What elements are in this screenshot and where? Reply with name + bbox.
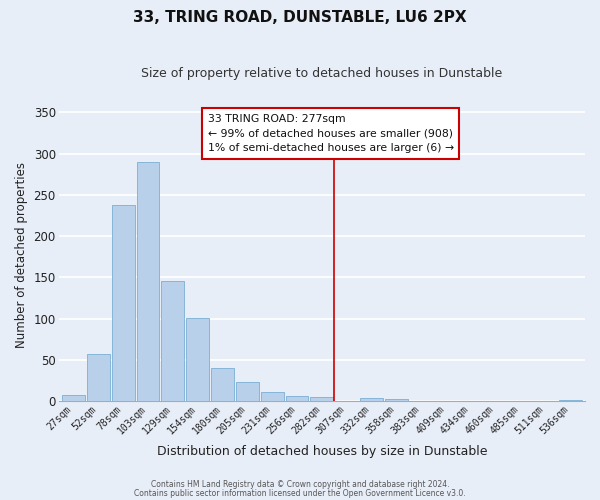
Bar <box>186 318 209 402</box>
Bar <box>385 399 408 402</box>
Bar <box>112 204 134 402</box>
Bar <box>286 396 308 402</box>
Y-axis label: Number of detached properties: Number of detached properties <box>15 162 28 348</box>
X-axis label: Distribution of detached houses by size in Dunstable: Distribution of detached houses by size … <box>157 444 487 458</box>
Bar <box>261 392 284 402</box>
Text: Contains public sector information licensed under the Open Government Licence v3: Contains public sector information licen… <box>134 489 466 498</box>
Title: Size of property relative to detached houses in Dunstable: Size of property relative to detached ho… <box>141 68 502 80</box>
Bar <box>211 368 234 402</box>
Text: 33, TRING ROAD, DUNSTABLE, LU6 2PX: 33, TRING ROAD, DUNSTABLE, LU6 2PX <box>133 10 467 25</box>
Bar <box>310 398 333 402</box>
Bar <box>87 354 110 402</box>
Bar <box>236 382 259 402</box>
Text: 33 TRING ROAD: 277sqm
← 99% of detached houses are smaller (908)
1% of semi-deta: 33 TRING ROAD: 277sqm ← 99% of detached … <box>208 114 454 154</box>
Bar <box>62 395 85 402</box>
Bar <box>137 162 160 402</box>
Text: Contains HM Land Registry data © Crown copyright and database right 2024.: Contains HM Land Registry data © Crown c… <box>151 480 449 489</box>
Bar <box>360 398 383 402</box>
Bar <box>161 281 184 402</box>
Bar <box>559 400 581 402</box>
